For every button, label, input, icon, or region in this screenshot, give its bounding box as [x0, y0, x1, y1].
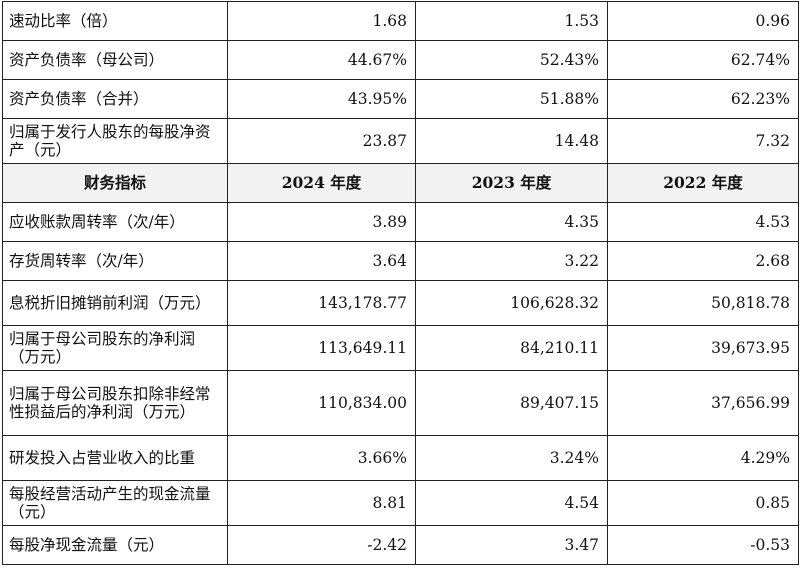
row-label: 每股净现金流量（元）: [2, 525, 228, 565]
value-2024: 3.66%: [227, 435, 416, 481]
value-2024: 43.95%: [227, 79, 416, 119]
value-2023: 106,628.32: [415, 280, 608, 326]
table-row: 存货周转率（次/年） 3.64 3.22 2.68: [2, 241, 799, 281]
table-row: 资产负债率（母公司） 44.67% 52.43% 62.74%: [2, 40, 799, 80]
value-2022: 4.53: [607, 202, 799, 242]
value-2023: 84,210.11: [415, 325, 608, 371]
table-row: 研发投入占营业收入的比重 3.66% 3.24% 4.29%: [2, 435, 799, 481]
table-row: 应收账款周转率（次/年） 3.89 4.35 4.53: [2, 202, 799, 242]
header-2022: 2022 年度: [607, 163, 799, 203]
value-2024: 8.81: [227, 480, 416, 526]
value-2022: 37,656.99: [607, 370, 799, 436]
table-row: 每股净现金流量（元） -2.42 3.47 -0.53: [2, 525, 799, 565]
row-label: 速动比率（倍）: [2, 1, 228, 41]
header-indicator: 财务指标: [2, 163, 228, 203]
value-2023: 3.22: [415, 241, 608, 281]
value-2023: 14.48: [415, 118, 608, 164]
header-2023: 2023 年度: [415, 163, 608, 203]
value-2022: 39,673.95: [607, 325, 799, 371]
value-2022: 0.85: [607, 480, 799, 526]
value-2024: 44.67%: [227, 40, 416, 80]
value-2022: 4.29%: [607, 435, 799, 481]
row-label: 资产负债率（母公司）: [2, 40, 228, 80]
value-2022: 50,818.78: [607, 280, 799, 326]
value-2023: 89,407.15: [415, 370, 608, 436]
row-label: 研发投入占营业收入的比重: [2, 435, 228, 481]
value-2024: 113,649.11: [227, 325, 416, 371]
row-label: 每股经营活动产生的现金流量（元）: [2, 480, 228, 526]
table-row: 归属于母公司股东的净利润（万元） 113,649.11 84,210.11 39…: [2, 325, 799, 371]
table-row: 归属于发行人股东的每股净资产（元） 23.87 14.48 7.32: [2, 118, 799, 164]
table-row: 资产负债率（合并） 43.95% 51.88% 62.23%: [2, 79, 799, 119]
value-2022: -0.53: [607, 525, 799, 565]
value-2024: 3.64: [227, 241, 416, 281]
table-row: 归属于母公司股东扣除非经常性损益后的净利润（万元） 110,834.00 89,…: [2, 370, 799, 436]
header-2024: 2024 年度: [227, 163, 416, 203]
value-2022: 0.96: [607, 1, 799, 41]
table-row: 每股经营活动产生的现金流量（元） 8.81 4.54 0.85: [2, 480, 799, 526]
value-2024: 143,178.77: [227, 280, 416, 326]
table-row: 速动比率（倍） 1.68 1.53 0.96: [2, 1, 799, 41]
value-2023: 4.54: [415, 480, 608, 526]
row-label: 归属于发行人股东的每股净资产（元）: [2, 118, 228, 164]
row-label: 归属于母公司股东的净利润（万元）: [2, 325, 228, 371]
value-2024: 1.68: [227, 1, 416, 41]
value-2023: 51.88%: [415, 79, 608, 119]
row-label: 归属于母公司股东扣除非经常性损益后的净利润（万元）: [2, 370, 228, 436]
row-label: 资产负债率（合并）: [2, 79, 228, 119]
table-header-row: 财务指标 2024 年度 2023 年度 2022 年度: [2, 163, 799, 203]
value-2024: -2.42: [227, 525, 416, 565]
value-2023: 3.47: [415, 525, 608, 565]
value-2024: 23.87: [227, 118, 416, 164]
value-2022: 2.68: [607, 241, 799, 281]
value-2024: 3.89: [227, 202, 416, 242]
row-label: 应收账款周转率（次/年）: [2, 202, 228, 242]
value-2023: 1.53: [415, 1, 608, 41]
financial-indicators-table: 速动比率（倍） 1.68 1.53 0.96 资产负债率（母公司） 44.67%…: [2, 1, 799, 565]
value-2024: 110,834.00: [227, 370, 416, 436]
row-label: 存货周转率（次/年）: [2, 241, 228, 281]
value-2023: 3.24%: [415, 435, 608, 481]
value-2023: 4.35: [415, 202, 608, 242]
value-2023: 52.43%: [415, 40, 608, 80]
value-2022: 62.23%: [607, 79, 799, 119]
table-row: 息税折旧摊销前利润（万元） 143,178.77 106,628.32 50,8…: [2, 280, 799, 326]
value-2022: 7.32: [607, 118, 799, 164]
value-2022: 62.74%: [607, 40, 799, 80]
row-label: 息税折旧摊销前利润（万元）: [2, 280, 228, 326]
